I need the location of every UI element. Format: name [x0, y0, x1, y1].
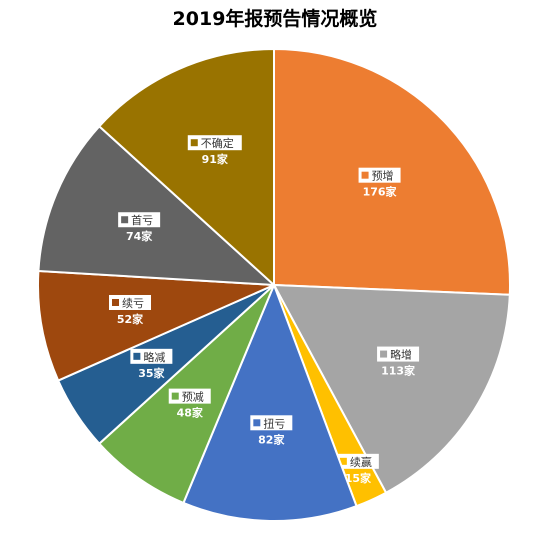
- label-box-0: [358, 167, 401, 183]
- pie-slice-7: [37, 124, 277, 287]
- label-key-4: [171, 392, 179, 400]
- category-label-8: 不确定: [201, 136, 234, 150]
- pie-slice-3: [182, 282, 358, 522]
- category-label-3: 扭亏: [263, 416, 285, 430]
- pie-slice-8: [97, 47, 275, 288]
- value-label-4: 48家: [177, 406, 204, 420]
- label-key-7: [121, 216, 129, 224]
- label-key-0: [361, 171, 369, 179]
- category-label-6: 续亏: [122, 296, 144, 310]
- slice-label-8: 不确定 91家: [187, 135, 242, 166]
- label-box-7: [118, 212, 161, 228]
- label-key-1: [380, 350, 388, 358]
- value-label-7: 74家: [126, 229, 153, 243]
- category-label-5: 略减: [143, 350, 165, 364]
- value-label-8: 91家: [202, 152, 229, 166]
- value-label-1: 113家: [381, 364, 416, 378]
- label-box-2: [336, 453, 379, 469]
- category-label-7: 首亏: [131, 213, 153, 227]
- pie-slice-6: [37, 269, 275, 382]
- value-label-3: 82家: [258, 432, 285, 446]
- label-key-6: [112, 298, 120, 306]
- category-label-0: 预增: [372, 169, 394, 183]
- value-label-0: 176家: [363, 185, 398, 199]
- slice-label-0: 预增 176家: [358, 167, 401, 199]
- value-label-5: 35家: [138, 366, 165, 380]
- label-key-3: [253, 419, 261, 427]
- label-box-6: [109, 294, 152, 310]
- slice-label-7: 首亏 74家: [118, 212, 161, 243]
- slice-label-4: 预减 48家: [168, 388, 211, 420]
- chart-title: 2019年报预告情况概览: [172, 8, 378, 30]
- value-label-6: 52家: [117, 312, 144, 326]
- slice-label-3: 扭亏 82家: [250, 415, 293, 446]
- slice-label-1: 略增 113家: [377, 346, 420, 378]
- slice-label-6: 续亏 52家: [109, 294, 152, 326]
- label-box-8: [187, 135, 242, 151]
- category-label-4: 预减: [182, 391, 204, 404]
- label-box-4: [168, 388, 211, 404]
- slice-label-2: 续赢 15家: [336, 453, 379, 485]
- label-box-1: [377, 346, 420, 362]
- slice-label-5: 略减 35家: [130, 348, 173, 380]
- label-box-3: [250, 415, 293, 431]
- category-label-1: 略增: [390, 348, 412, 362]
- category-label-2: 续赢: [350, 455, 372, 469]
- pie-slice-1: [272, 283, 511, 495]
- value-label-2: 15家: [345, 471, 372, 485]
- label-key-2: [339, 457, 347, 465]
- label-box-5: [130, 348, 173, 364]
- label-key-8: [190, 139, 198, 147]
- label-key-5: [133, 352, 141, 360]
